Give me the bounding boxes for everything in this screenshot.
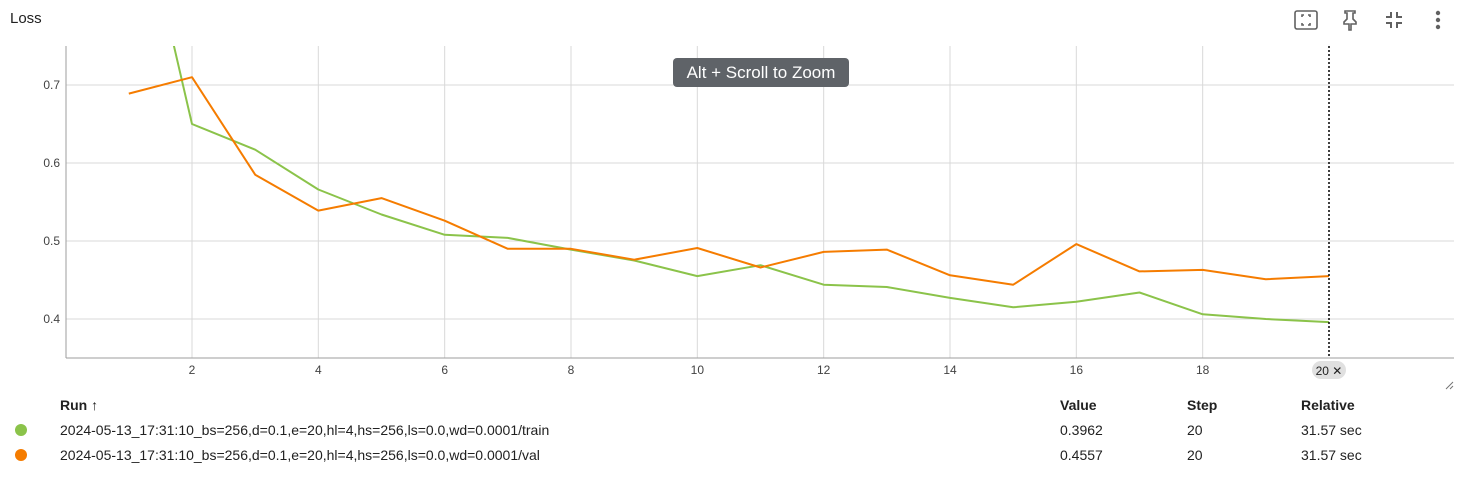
x-tick-label: 18	[1196, 363, 1210, 377]
header-value[interactable]: Value	[1060, 397, 1097, 413]
y-tick-label: 0.4	[43, 312, 60, 326]
x-tick-label: 2	[189, 363, 196, 377]
fit-to-data-icon[interactable]	[1292, 6, 1320, 34]
run-step: 20	[1187, 422, 1203, 438]
legend-header-row: Run ↑ Value Step Relative	[0, 393, 1462, 417]
chart-toolbar	[1292, 6, 1462, 34]
train-color-dot	[15, 424, 27, 436]
y-tick-label: 0.7	[43, 78, 60, 92]
header-relative[interactable]: Relative	[1301, 397, 1355, 413]
x-tick-label: 16	[1070, 363, 1084, 377]
run-relative: 31.57 sec	[1301, 422, 1362, 438]
chart-title: Loss	[10, 10, 42, 27]
run-value: 0.4557	[1060, 447, 1103, 463]
more-vert-icon[interactable]	[1424, 6, 1452, 34]
x-tick-label: 12	[817, 363, 831, 377]
header-run[interactable]: Run ↑	[60, 397, 99, 413]
run-value: 0.3962	[1060, 422, 1103, 438]
legend-row-val[interactable]: 2024-05-13_17:31:10_bs=256,d=0.1,e=20,hl…	[0, 443, 1462, 467]
run-step: 20	[1187, 447, 1203, 463]
legend-row-train[interactable]: 2024-05-13_17:31:10_bs=256,d=0.1,e=20,hl…	[0, 418, 1462, 442]
x-tick-label: 8	[568, 363, 575, 377]
resize-handle-icon[interactable]	[1445, 381, 1454, 390]
x-tick-label: 6	[441, 363, 448, 377]
series-clip-group	[128, 46, 1330, 324]
pin-icon[interactable]	[1336, 6, 1364, 34]
y-tick-label: 0.6	[43, 156, 60, 170]
series-line-val	[128, 76, 1330, 286]
run-name: 2024-05-13_17:31:10_bs=256,d=0.1,e=20,hl…	[60, 422, 550, 438]
collapse-icon[interactable]	[1380, 6, 1408, 34]
cursor-step-label[interactable]: 20 ✕	[1316, 364, 1343, 378]
header-step[interactable]: Step	[1187, 397, 1218, 413]
x-tick-label: 10	[691, 363, 705, 377]
loss-chart[interactable]: 2 4 6 8 10 12 14 16 18 0.4 0.5 0.6 0.7 20 ✕	[0, 0, 1462, 395]
val-color-dot	[15, 449, 27, 461]
cursor-step-badge	[1312, 361, 1346, 379]
run-relative: 31.57 sec	[1301, 447, 1362, 463]
run-name: 2024-05-13_17:31:10_bs=256,d=0.1,e=20,hl…	[60, 447, 540, 463]
zoom-hint-tooltip: Alt + Scroll to Zoom	[673, 58, 849, 87]
y-tick-label: 0.5	[43, 234, 60, 248]
x-tick-label: 14	[943, 363, 957, 377]
series-line-train	[172, 46, 1330, 324]
x-tick-label: 4	[315, 363, 322, 377]
